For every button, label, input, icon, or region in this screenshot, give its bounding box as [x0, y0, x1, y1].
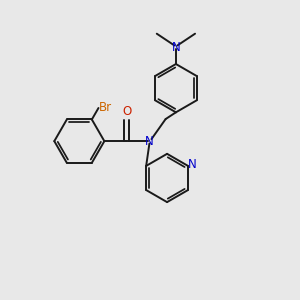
Text: O: O	[123, 105, 132, 118]
Text: N: N	[188, 158, 197, 171]
Text: N: N	[172, 41, 180, 54]
Text: Br: Br	[98, 101, 112, 114]
Text: N: N	[145, 135, 154, 148]
